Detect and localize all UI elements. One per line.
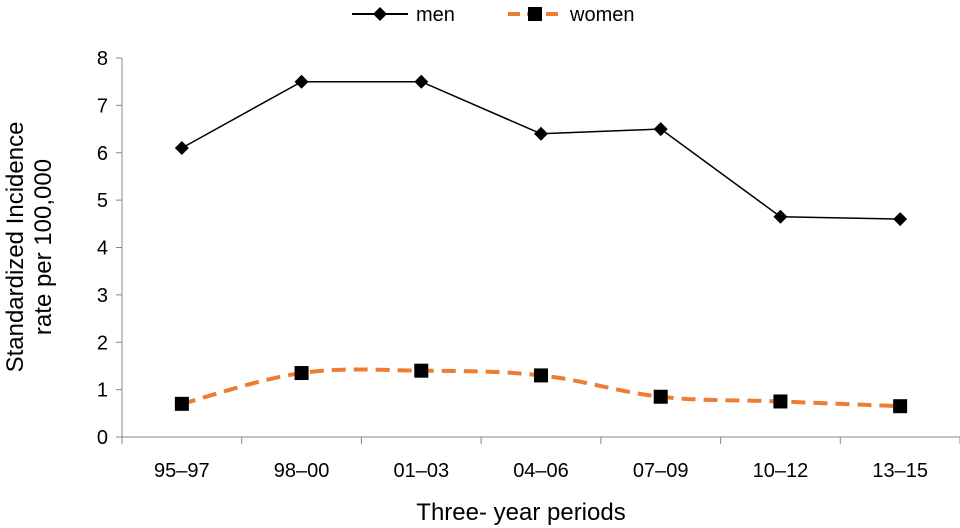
legend-men-label: men	[416, 4, 455, 26]
legend-men-marker	[373, 7, 387, 21]
y-axis-title: Standardized Incidence rate per 100,000	[2, 122, 57, 373]
x-ticks	[121, 437, 960, 444]
women-data-point	[294, 366, 309, 381]
y-tick-labels: 0 1 2 3 4 5 6 7 8	[97, 48, 108, 449]
y-tick-label: 2	[97, 332, 108, 354]
legend-women-marker	[528, 7, 542, 21]
y-tick-label: 6	[97, 143, 108, 165]
axes: 0 1 2 3 4 5 6 7 8 95–97 98–00 01–03 04–06 07–09 10–12…	[97, 48, 960, 482]
men-markers	[174, 74, 908, 227]
women-data-point	[653, 389, 668, 404]
women-data-point	[414, 363, 429, 378]
y-axis-title-line-1: Standardized Incidence	[2, 122, 29, 373]
x-tick-label: 01–03	[393, 460, 449, 482]
legend: men women	[352, 4, 634, 26]
x-axis-title: Three- year periods	[416, 499, 625, 526]
y-tick-label: 4	[97, 238, 108, 260]
y-tick-label: 1	[97, 380, 108, 402]
series-women	[174, 363, 908, 414]
men-series-line	[181, 80, 901, 220]
x-tick-labels: 95–97 98–00 01–03 04–06 07–09 10–12 13–15	[154, 460, 928, 482]
women-data-point	[534, 368, 548, 383]
y-ticks	[116, 57, 122, 438]
men-data-point	[893, 212, 908, 227]
men-data-point	[294, 74, 309, 89]
women-data-point	[773, 394, 788, 409]
y-tick-label: 8	[97, 48, 108, 70]
men-data-point	[653, 122, 668, 137]
x-tick-label: 98–00	[274, 460, 330, 482]
men-data-point	[174, 141, 189, 156]
women-data-point	[174, 396, 189, 411]
y-axis-title-line-2: rate per 100,000	[30, 159, 57, 335]
men-data-point	[773, 209, 788, 224]
y-tick-label: 0	[97, 427, 108, 449]
series-men	[174, 74, 908, 227]
y-tick-label: 5	[97, 190, 108, 212]
x-tick-label: 95–97	[154, 460, 210, 482]
men-data-point	[414, 74, 429, 89]
legend-women-label: women	[569, 4, 634, 26]
y-tick-label: 7	[97, 95, 108, 117]
x-tick-label: 13–15	[872, 460, 928, 482]
men-data-point	[534, 126, 548, 141]
x-tick-label: 07–09	[633, 460, 689, 482]
x-tick-label: 10–12	[753, 460, 809, 482]
legend-item-men: men	[352, 4, 455, 26]
y-tick-label: 3	[97, 285, 108, 307]
women-markers	[174, 363, 908, 414]
x-tick-label: 04–06	[513, 460, 569, 482]
legend-item-women: women	[508, 4, 634, 26]
women-data-point	[893, 399, 908, 414]
